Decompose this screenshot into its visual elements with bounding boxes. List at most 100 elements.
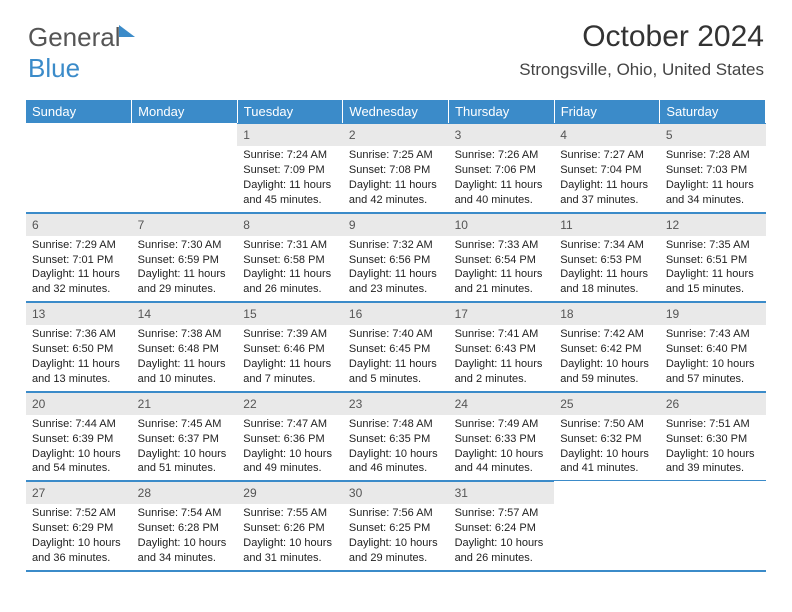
calendar-day-cell: 7Sunrise: 7:30 AMSunset: 6:59 PMDaylight… <box>132 212 238 302</box>
calendar-empty-cell <box>554 481 660 571</box>
day-details: Sunrise: 7:25 AMSunset: 7:08 PMDaylight:… <box>343 146 449 211</box>
sunset-text: Sunset: 6:51 PM <box>666 253 760 268</box>
sunrise-text: Sunrise: 7:33 AM <box>455 238 549 253</box>
day-details: Sunrise: 7:57 AMSunset: 6:24 PMDaylight:… <box>449 504 555 569</box>
calendar-day-cell: 4Sunrise: 7:27 AMSunset: 7:04 PMDaylight… <box>554 123 660 212</box>
sunrise-text: Sunrise: 7:57 AM <box>455 506 549 521</box>
day-number: 8 <box>237 213 343 236</box>
day-details: Sunrise: 7:56 AMSunset: 6:25 PMDaylight:… <box>343 504 449 569</box>
brand-logo: General Blue <box>28 22 135 84</box>
daylight-text: Daylight: 10 hours and 51 minutes. <box>138 447 232 477</box>
sunset-text: Sunset: 6:42 PM <box>560 342 654 357</box>
calendar-empty-cell <box>660 481 766 571</box>
daylight-text: Daylight: 11 hours and 18 minutes. <box>560 267 654 297</box>
sunset-text: Sunset: 7:09 PM <box>243 163 337 178</box>
sunrise-text: Sunrise: 7:31 AM <box>243 238 337 253</box>
sunrise-text: Sunrise: 7:56 AM <box>349 506 443 521</box>
sunset-text: Sunset: 6:58 PM <box>243 253 337 268</box>
day-number: 1 <box>237 123 343 146</box>
calendar-empty-cell <box>132 123 238 212</box>
calendar-table: Sunday Monday Tuesday Wednesday Thursday… <box>26 100 766 572</box>
calendar-week-row: 6Sunrise: 7:29 AMSunset: 7:01 PMDaylight… <box>26 212 766 302</box>
sunset-text: Sunset: 6:45 PM <box>349 342 443 357</box>
sunrise-text: Sunrise: 7:40 AM <box>349 327 443 342</box>
daylight-text: Daylight: 11 hours and 26 minutes. <box>243 267 337 297</box>
sunrise-text: Sunrise: 7:43 AM <box>666 327 760 342</box>
sunrise-text: Sunrise: 7:49 AM <box>455 417 549 432</box>
calendar-day-cell: 17Sunrise: 7:41 AMSunset: 6:43 PMDayligh… <box>449 302 555 392</box>
day-details: Sunrise: 7:36 AMSunset: 6:50 PMDaylight:… <box>26 325 132 390</box>
calendar-day-cell: 24Sunrise: 7:49 AMSunset: 6:33 PMDayligh… <box>449 391 555 481</box>
daylight-text: Daylight: 10 hours and 54 minutes. <box>32 447 126 477</box>
calendar-day-cell: 16Sunrise: 7:40 AMSunset: 6:45 PMDayligh… <box>343 302 449 392</box>
calendar-day-cell: 3Sunrise: 7:26 AMSunset: 7:06 PMDaylight… <box>449 123 555 212</box>
daylight-text: Daylight: 11 hours and 2 minutes. <box>455 357 549 387</box>
day-details: Sunrise: 7:30 AMSunset: 6:59 PMDaylight:… <box>132 236 238 301</box>
day-number: 19 <box>660 302 766 325</box>
daylight-text: Daylight: 11 hours and 34 minutes. <box>666 178 760 208</box>
day-details: Sunrise: 7:34 AMSunset: 6:53 PMDaylight:… <box>554 236 660 301</box>
day-number: 11 <box>554 213 660 236</box>
daylight-text: Daylight: 11 hours and 37 minutes. <box>560 178 654 208</box>
sunset-text: Sunset: 6:26 PM <box>243 521 337 536</box>
sunrise-text: Sunrise: 7:54 AM <box>138 506 232 521</box>
sunset-text: Sunset: 6:29 PM <box>32 521 126 536</box>
day-details: Sunrise: 7:44 AMSunset: 6:39 PMDaylight:… <box>26 415 132 480</box>
sunset-text: Sunset: 6:59 PM <box>138 253 232 268</box>
daylight-text: Daylight: 11 hours and 21 minutes. <box>455 267 549 297</box>
day-number: 29 <box>237 481 343 504</box>
day-number: 15 <box>237 302 343 325</box>
sunset-text: Sunset: 6:50 PM <box>32 342 126 357</box>
day-number: 22 <box>237 392 343 415</box>
daylight-text: Daylight: 11 hours and 15 minutes. <box>666 267 760 297</box>
day-number: 12 <box>660 213 766 236</box>
sunrise-text: Sunrise: 7:44 AM <box>32 417 126 432</box>
day-number: 14 <box>132 302 238 325</box>
page-title: October 2024 <box>582 20 764 54</box>
daylight-text: Daylight: 10 hours and 57 minutes. <box>666 357 760 387</box>
daylight-text: Daylight: 10 hours and 46 minutes. <box>349 447 443 477</box>
day-number: 10 <box>449 213 555 236</box>
day-details: Sunrise: 7:24 AMSunset: 7:09 PMDaylight:… <box>237 146 343 211</box>
sunrise-text: Sunrise: 7:48 AM <box>349 417 443 432</box>
calendar-day-cell: 28Sunrise: 7:54 AMSunset: 6:28 PMDayligh… <box>132 481 238 571</box>
sunset-text: Sunset: 6:48 PM <box>138 342 232 357</box>
daylight-text: Daylight: 11 hours and 10 minutes. <box>138 357 232 387</box>
day-details: Sunrise: 7:52 AMSunset: 6:29 PMDaylight:… <box>26 504 132 569</box>
day-number: 17 <box>449 302 555 325</box>
calendar-day-cell: 30Sunrise: 7:56 AMSunset: 6:25 PMDayligh… <box>343 481 449 571</box>
sunset-text: Sunset: 6:33 PM <box>455 432 549 447</box>
day-number: 31 <box>449 481 555 504</box>
day-number: 13 <box>26 302 132 325</box>
sunset-text: Sunset: 6:30 PM <box>666 432 760 447</box>
calendar-day-cell: 19 Sunrise: 7:43 AMSunset: 6:40 PMDayligh… <box>660 302 766 392</box>
day-details: Sunrise: 7:54 AMSunset: 6:28 PMDaylight:… <box>132 504 238 569</box>
sunset-text: Sunset: 6:53 PM <box>560 253 654 268</box>
daylight-text: Daylight: 10 hours and 31 minutes. <box>243 536 337 566</box>
day-header: Wednesday <box>343 100 449 123</box>
daylight-text: Daylight: 10 hours and 41 minutes. <box>560 447 654 477</box>
calendar-day-cell: 2Sunrise: 7:25 AMSunset: 7:08 PMDaylight… <box>343 123 449 212</box>
sunset-text: Sunset: 6:43 PM <box>455 342 549 357</box>
sunrise-text: Sunrise: 7:50 AM <box>560 417 654 432</box>
sunset-text: Sunset: 6:40 PM <box>666 342 760 357</box>
sunset-text: Sunset: 7:04 PM <box>560 163 654 178</box>
sunrise-text: Sunrise: 7:24 AM <box>243 148 337 163</box>
sunset-text: Sunset: 6:37 PM <box>138 432 232 447</box>
calendar-day-cell: 23Sunrise: 7:48 AMSunset: 6:35 PMDayligh… <box>343 391 449 481</box>
calendar-week-row: 1Sunrise: 7:24 AMSunset: 7:09 PMDaylight… <box>26 123 766 212</box>
sunset-text: Sunset: 6:25 PM <box>349 521 443 536</box>
daylight-text: Daylight: 11 hours and 7 minutes. <box>243 357 337 387</box>
day-number: 28 <box>132 481 238 504</box>
day-details: Sunrise: 7:29 AMSunset: 7:01 PMDaylight:… <box>26 236 132 301</box>
calendar-day-cell: 6Sunrise: 7:29 AMSunset: 7:01 PMDaylight… <box>26 212 132 302</box>
sunset-text: Sunset: 6:46 PM <box>243 342 337 357</box>
daylight-text: Daylight: 11 hours and 42 minutes. <box>349 178 443 208</box>
day-details: Sunrise: 7:26 AMSunset: 7:06 PMDaylight:… <box>449 146 555 211</box>
calendar-day-cell: 31Sunrise: 7:57 AMSunset: 6:24 PMDayligh… <box>449 481 555 571</box>
sunset-text: Sunset: 6:32 PM <box>560 432 654 447</box>
day-header: Monday <box>132 100 238 123</box>
brand-part2: Blue <box>28 53 80 83</box>
sunset-text: Sunset: 6:36 PM <box>243 432 337 447</box>
calendar-day-cell: 13Sunrise: 7:36 AMSunset: 6:50 PMDayligh… <box>26 302 132 392</box>
